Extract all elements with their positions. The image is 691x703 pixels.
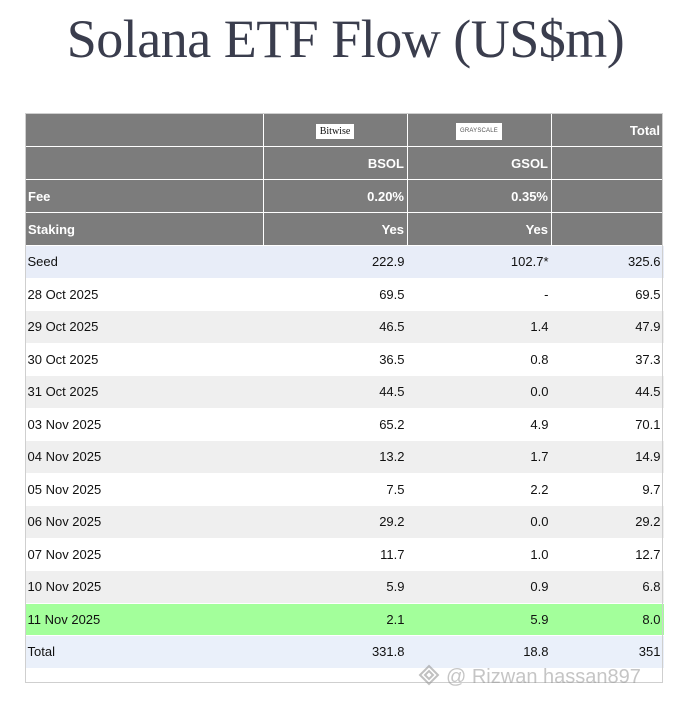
header-row-tickers: BSOL GSOL [25, 146, 664, 180]
row-total-flow: 37.3 [551, 342, 664, 376]
row-total-flow: 14.9 [551, 440, 664, 474]
fee-bsol: 0.20% [263, 179, 408, 213]
row-total-flow: 8.0 [551, 602, 664, 636]
table-row: 29 Oct 2025 46.5 1.4 47.9 [25, 310, 664, 344]
row-gsol-flow: 0.8 [407, 342, 552, 376]
table-row: Seed 222.9 102.7* 325.6 [25, 245, 664, 279]
row-bsol-flow: 331.8 [263, 635, 408, 669]
table-row: 10 Nov 2025 5.9 0.9 6.8 [25, 570, 664, 604]
header-row-fee: Fee 0.20% 0.35% [25, 179, 664, 213]
row-gsol-flow: 1.4 [407, 310, 552, 344]
staking-gsol: Yes [407, 212, 552, 246]
header-row-staking: Staking Yes Yes [25, 212, 664, 246]
diamond-icon [418, 664, 440, 686]
total-row: Total 331.8 18.8 351 [25, 635, 664, 669]
watermark-text: @ Rizwan hassan897 [446, 666, 641, 688]
row-date: 06 Nov 2025 [25, 505, 264, 539]
row-date: 07 Nov 2025 [25, 537, 264, 571]
row-date: 30 Oct 2025 [25, 342, 264, 376]
row-gsol-flow: 18.8 [407, 635, 552, 669]
row-gsol-flow: 0.0 [407, 505, 552, 539]
row-total-flow: 351 [551, 635, 664, 669]
table-row: 03 Nov 2025 65.2 4.9 70.1 [25, 407, 664, 441]
row-date: 11 Nov 2025 [25, 602, 264, 636]
table-row: 28 Oct 2025 69.5-69.5 [25, 277, 664, 311]
fee-gsol: 0.35% [407, 179, 552, 213]
row-bsol-flow: 44.5 [263, 375, 408, 409]
ticker-gsol: GSOL [407, 146, 552, 180]
row-bsol-flow: 11.7 [263, 537, 408, 571]
row-date: Total [25, 635, 264, 669]
row-bsol-flow: 222.9 [263, 245, 408, 279]
row-gsol-flow: 2.2 [407, 472, 552, 506]
row-bsol-flow: 7.5 [263, 472, 408, 506]
table-row: 31 Oct 2025 44.5 0.0 44.5 [25, 375, 664, 409]
staking-bsol: Yes [263, 212, 408, 246]
row-date: 31 Oct 2025 [25, 375, 264, 409]
etf-flow-table: Bitwise GRAYSCALE Total BSOL GSOL Fee 0.… [25, 113, 664, 669]
row-bsol-flow: 46.5 [263, 310, 408, 344]
ticker-bsol: BSOL [263, 146, 408, 180]
row-total-flow: 325.6 [551, 245, 664, 279]
table-row: 07 Nov 2025 11.7 1.0 12.7 [25, 537, 664, 571]
fee-label: Fee [25, 179, 264, 213]
row-bsol-flow: 69.5 [263, 277, 408, 311]
row-bsol-flow: 29.2 [263, 505, 408, 539]
row-gsol-flow: 4.9 [407, 407, 552, 441]
table-row: 06 Nov 2025 29.2 0.0 29.2 [25, 505, 664, 539]
table-row: 11 Nov 2025 2.1 5.9 8.0 [25, 602, 664, 636]
row-total-flow: 47.9 [551, 310, 664, 344]
row-gsol-flow: 102.7* [407, 245, 552, 279]
header-empty-cell [551, 146, 664, 180]
grayscale-logo-cell: GRAYSCALE [407, 113, 552, 147]
row-gsol-flow: 0.0 [407, 375, 552, 409]
header-total: Total [551, 113, 664, 147]
header-row-issuers: Bitwise GRAYSCALE Total [25, 113, 664, 147]
row-total-flow: 6.8 [551, 570, 664, 604]
header-empty-cell [551, 179, 664, 213]
table-row: 30 Oct 2025 36.5 0.8 37.3 [25, 342, 664, 376]
grayscale-logo: GRAYSCALE [455, 123, 503, 140]
table-row: 04 Nov 2025 13.2 1.7 14.9 [25, 440, 664, 474]
row-date: 04 Nov 2025 [25, 440, 264, 474]
row-gsol-flow: - [407, 277, 552, 311]
row-date: 03 Nov 2025 [25, 407, 264, 441]
header-empty-cell [25, 146, 264, 180]
row-bsol-flow: 13.2 [263, 440, 408, 474]
row-total-flow: 70.1 [551, 407, 664, 441]
row-gsol-flow: 5.9 [407, 602, 552, 636]
flow-rows: Seed 222.9 102.7* 325.6 28 Oct 2025 69.5-69.5… [25, 245, 664, 669]
row-date: 29 Oct 2025 [25, 310, 264, 344]
row-date: 28 Oct 2025 [25, 277, 264, 311]
row-total-flow: 69.5 [551, 277, 664, 311]
row-bsol-flow: 36.5 [263, 342, 408, 376]
watermark: @ Rizwan hassan897 [418, 664, 641, 689]
row-bsol-flow: 5.9 [263, 570, 408, 604]
row-date: 05 Nov 2025 [25, 472, 264, 506]
staking-label: Staking [25, 212, 264, 246]
row-gsol-flow: 1.7 [407, 440, 552, 474]
header-empty-cell [551, 212, 664, 246]
header-empty-cell [25, 113, 264, 147]
row-total-flow: 12.7 [551, 537, 664, 571]
row-date: 10 Nov 2025 [25, 570, 264, 604]
row-bsol-flow: 2.1 [263, 602, 408, 636]
row-bsol-flow: 65.2 [263, 407, 408, 441]
table-row: 05 Nov 2025 7.5 2.2 9.7 [25, 472, 664, 506]
page-title: Solana ETF Flow (US$m) [66, 9, 625, 69]
row-total-flow: 9.7 [551, 472, 664, 506]
row-total-flow: 44.5 [551, 375, 664, 409]
row-date: Seed [25, 245, 264, 279]
row-gsol-flow: 0.9 [407, 570, 552, 604]
bitwise-logo: Bitwise [315, 123, 355, 139]
row-total-flow: 29.2 [551, 505, 664, 539]
bitwise-logo-cell: Bitwise [263, 113, 408, 147]
row-gsol-flow: 1.0 [407, 537, 552, 571]
